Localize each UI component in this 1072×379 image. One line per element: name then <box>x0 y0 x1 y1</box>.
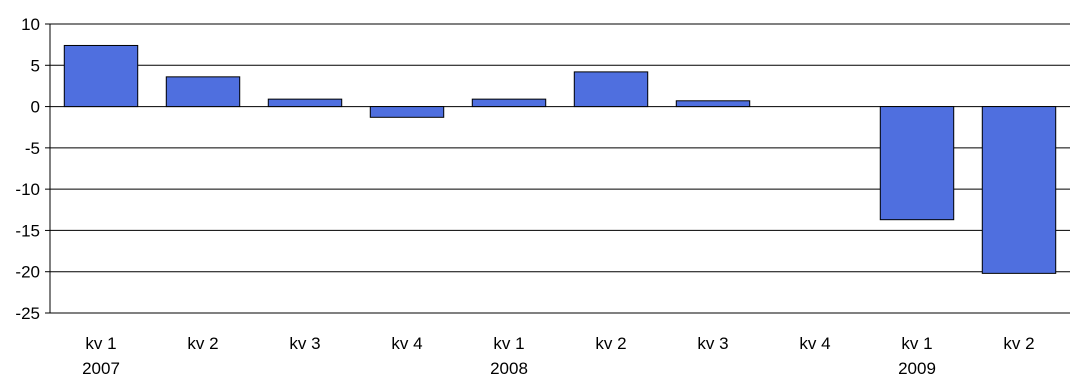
y-tick-label: -20 <box>15 263 40 282</box>
bars <box>63 44 1057 274</box>
y-tick-label: -25 <box>15 304 40 323</box>
x-tick-label: kv 1 <box>493 334 524 353</box>
bar <box>675 100 751 108</box>
y-tick-label: -15 <box>15 221 40 240</box>
y-tick-label: -5 <box>25 139 40 158</box>
x-year-label: 2009 <box>898 359 936 378</box>
x-tick-label: kv 1 <box>901 334 932 353</box>
bar <box>981 106 1057 274</box>
bar <box>879 106 955 221</box>
x-year-label: 2008 <box>490 359 528 378</box>
y-tick-label: 10 <box>21 15 40 34</box>
bar <box>165 76 241 108</box>
x-tick-label: kv 2 <box>595 334 626 353</box>
y-axis-tick-labels: 10 5 0 -5 -10 -15 -20 -25 <box>15 15 40 323</box>
bar <box>63 44 139 108</box>
x-tick-label: kv 3 <box>697 334 728 353</box>
bar <box>471 98 547 108</box>
x-tick-label: kv 2 <box>1003 334 1034 353</box>
x-axis-tick-labels: kv 1 2007 kv 2 kv 3 kv 4 kv 1 2008 kv 2 kv 3 kv 4… <box>82 334 1035 378</box>
grid-lines <box>45 23 1070 314</box>
x-year-label: 2007 <box>82 359 120 378</box>
y-tick-label: 5 <box>31 56 40 75</box>
y-tick-label: 0 <box>31 98 40 117</box>
x-tick-label: kv 4 <box>391 334 422 353</box>
x-tick-label: kv 3 <box>289 334 320 353</box>
bar <box>369 106 445 118</box>
x-tick-label: kv 2 <box>187 334 218 353</box>
y-tick-label: -10 <box>15 180 40 199</box>
x-tick-label: kv 4 <box>799 334 830 353</box>
bar <box>267 98 343 108</box>
bar <box>573 71 649 108</box>
x-tick-label: kv 1 <box>85 334 116 353</box>
